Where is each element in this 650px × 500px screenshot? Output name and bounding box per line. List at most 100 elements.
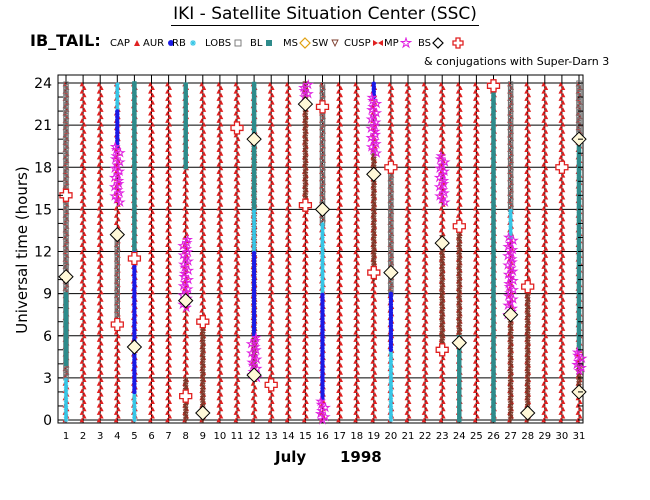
point-cap <box>287 355 292 361</box>
point-cap <box>475 290 480 295</box>
point-cap <box>353 257 358 262</box>
point-bl <box>576 288 582 294</box>
point-cap <box>424 311 429 317</box>
point-bl <box>251 172 257 177</box>
point-cap <box>558 330 563 335</box>
point-cap <box>302 395 307 401</box>
point-cap <box>250 381 256 386</box>
point-cap <box>82 326 87 331</box>
point-lobs <box>319 170 326 176</box>
point-cap <box>284 286 290 291</box>
point-cap <box>82 217 87 222</box>
point-bl <box>491 121 496 127</box>
point-cap <box>336 271 341 277</box>
point-cap <box>353 293 358 299</box>
point-cap <box>218 377 224 383</box>
point-cap <box>216 227 221 233</box>
point-cap <box>473 417 478 423</box>
point-cap <box>96 344 102 350</box>
point-rb <box>320 259 325 264</box>
point-bl <box>491 393 496 399</box>
point-cap <box>475 341 480 346</box>
point-bl <box>251 113 257 119</box>
point-cap <box>458 85 463 90</box>
point-cap <box>236 107 241 112</box>
point-cap <box>336 111 341 116</box>
point-cap <box>148 227 153 233</box>
point-cap <box>284 213 290 218</box>
point-cap <box>338 158 343 163</box>
point-cap <box>236 238 241 244</box>
point-lobs <box>507 81 514 87</box>
point-lobs <box>63 124 69 130</box>
point-cap <box>270 399 275 404</box>
point-rb <box>320 232 325 238</box>
point-cap <box>82 392 87 397</box>
point-lobs <box>63 169 69 175</box>
point-cap <box>441 92 446 98</box>
point-cap <box>302 352 307 357</box>
point-cap <box>167 297 172 302</box>
point-bl <box>132 113 137 118</box>
point-lobs <box>114 297 120 304</box>
point-cap <box>182 213 187 218</box>
point-bl <box>576 155 582 160</box>
point-cap <box>165 271 170 277</box>
point-cap <box>541 315 546 320</box>
point-cap <box>558 111 563 116</box>
point-bl <box>491 308 496 313</box>
point-cap <box>353 235 358 240</box>
point-cap <box>165 257 170 262</box>
point-rb <box>508 213 513 219</box>
point-cap <box>475 151 480 156</box>
point-bl <box>63 337 69 343</box>
point-cap <box>184 217 190 222</box>
point-cap <box>96 330 102 335</box>
point-cap <box>287 136 292 142</box>
point-cap <box>267 206 273 211</box>
point-bl <box>491 300 496 305</box>
point-bl <box>457 415 462 420</box>
point-cap <box>338 363 343 368</box>
point-cap <box>82 107 87 112</box>
point-cap <box>558 410 563 415</box>
point-cap <box>165 125 170 131</box>
point-cap <box>113 366 119 372</box>
point-cap <box>150 129 155 134</box>
point-cap <box>267 300 273 306</box>
point-cap <box>82 275 87 280</box>
point-cap <box>267 176 273 182</box>
point-cap <box>82 246 87 251</box>
point-cap <box>421 257 427 262</box>
point-bl <box>457 364 462 369</box>
point-cap <box>302 337 307 342</box>
point-rb <box>388 412 394 417</box>
point-bl <box>63 334 69 340</box>
point-cap <box>473 140 478 145</box>
point-cap <box>541 81 546 87</box>
point-cap <box>302 373 307 379</box>
point-cap <box>473 388 478 393</box>
point-cap <box>182 315 187 320</box>
point-lobs <box>319 151 326 157</box>
point-cap <box>424 122 429 127</box>
point-cap <box>441 224 446 229</box>
point-cap <box>287 282 292 288</box>
point-bl <box>457 407 462 412</box>
point-cap <box>353 286 358 291</box>
point-cap <box>558 213 563 218</box>
point-cap <box>218 165 224 171</box>
point-cap <box>336 103 341 109</box>
point-cap <box>302 344 307 350</box>
point-cap <box>458 100 463 105</box>
point-mp <box>571 346 583 357</box>
point-cap <box>79 89 85 94</box>
point-cap <box>541 286 546 291</box>
point-cap <box>167 326 172 331</box>
point-lobs <box>507 134 514 140</box>
point-cap <box>302 308 307 313</box>
point-cap <box>473 213 478 218</box>
point-cap <box>113 220 119 226</box>
point-cap <box>199 147 204 153</box>
point-cap <box>455 111 461 116</box>
